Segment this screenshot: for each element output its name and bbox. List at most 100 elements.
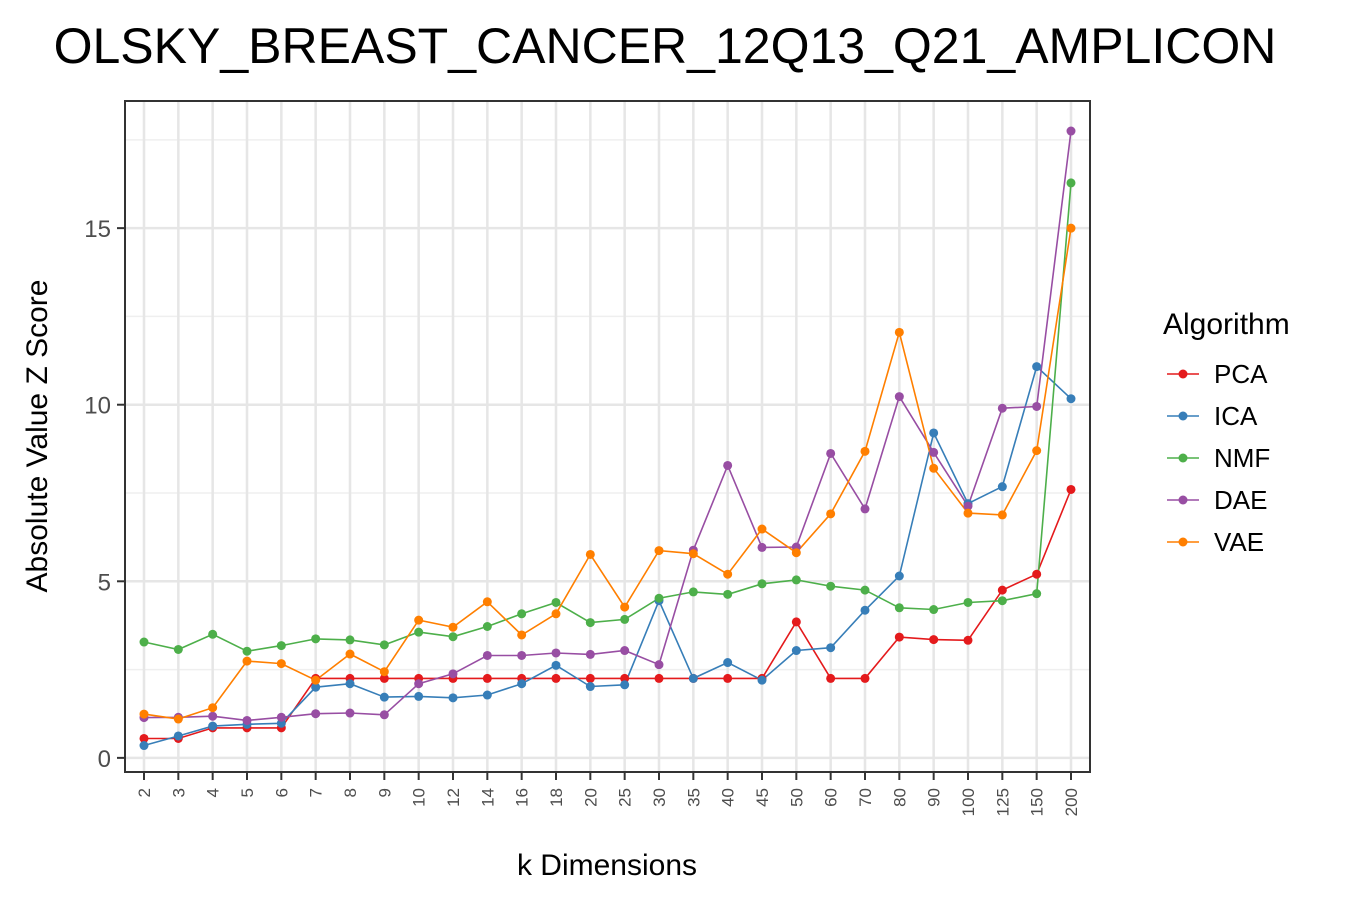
data-point-nmf: [757, 579, 767, 589]
data-point-dae: [585, 649, 595, 659]
data-point-vae: [963, 508, 973, 518]
data-point-ica: [688, 673, 698, 683]
legend-label-vae: VAE: [1214, 527, 1264, 557]
chart-title: OLSKY_BREAST_CANCER_12Q13_Q21_AMPLICON: [54, 18, 1277, 74]
panel-border: [124, 100, 1091, 773]
legend-item-ica: ICA: [1167, 401, 1258, 431]
data-point-ica: [173, 731, 183, 741]
data-point-dae: [997, 403, 1007, 413]
x-tick-label: 80: [890, 788, 909, 807]
data-point-dae: [1066, 126, 1076, 136]
legend-key-point-dae: [1178, 495, 1188, 505]
data-point-nmf: [929, 605, 939, 615]
legend-key-point-nmf: [1178, 453, 1188, 463]
data-point-pca: [139, 733, 149, 743]
data-point-pca: [654, 673, 664, 683]
data-point-ica: [860, 605, 870, 615]
data-point-dae: [311, 709, 321, 719]
data-point-dae: [208, 711, 218, 721]
data-point-pca: [997, 585, 1007, 595]
x-tick-label: 5: [238, 788, 257, 797]
series-line-dae: [143, 130, 1072, 722]
data-point-nmf: [997, 596, 1007, 606]
x-tick-label: 10: [410, 788, 429, 807]
data-point-nmf: [551, 597, 561, 607]
x-tick-label: 6: [272, 788, 291, 797]
x-tick-label: 9: [375, 788, 394, 797]
data-point-pca: [791, 617, 801, 627]
data-point-ica: [826, 643, 836, 653]
data-point-vae: [929, 463, 939, 473]
data-point-vae: [654, 546, 664, 556]
legend-label-pca: PCA: [1214, 359, 1268, 389]
data-point-vae: [379, 667, 389, 677]
series-line-nmf: [143, 182, 1072, 653]
x-tick-label: 25: [616, 788, 635, 807]
data-point-dae: [276, 712, 286, 722]
data-point-dae: [517, 650, 527, 660]
legend-key-point-ica: [1178, 411, 1188, 421]
data-point-nmf: [379, 640, 389, 650]
data-point-nmf: [345, 635, 355, 645]
x-tick-label: 16: [513, 788, 532, 807]
data-point-ica: [208, 721, 218, 731]
data-point-vae: [826, 509, 836, 519]
data-point-ica: [620, 680, 630, 690]
x-tick-label: 12: [444, 788, 463, 807]
data-point-vae: [517, 630, 527, 640]
x-tick-label: 200: [1062, 788, 1081, 816]
data-point-dae: [654, 660, 664, 670]
data-point-dae: [345, 708, 355, 718]
legend-key-point-pca: [1178, 369, 1188, 379]
data-point-ica: [894, 571, 904, 581]
data-point-nmf: [173, 644, 183, 654]
y-tick-label: 10: [84, 393, 111, 420]
series-line-pca: [144, 489, 1072, 740]
data-point-nmf: [585, 618, 595, 628]
legend-label-dae: DAE: [1214, 485, 1267, 515]
data-point-dae: [1032, 401, 1042, 411]
data-point-nmf: [448, 632, 458, 642]
data-point-vae: [448, 622, 458, 632]
x-tick-label: 30: [650, 788, 669, 807]
data-point-vae: [276, 659, 286, 669]
data-point-vae: [1032, 446, 1042, 456]
data-point-vae: [688, 549, 698, 559]
data-point-ica: [379, 692, 389, 702]
data-point-nmf: [242, 646, 252, 656]
data-point-nmf: [688, 587, 698, 597]
data-point-ica: [448, 693, 458, 703]
data-point-vae: [620, 602, 630, 612]
data-point-ica: [723, 658, 733, 668]
x-tick-label: 7: [307, 788, 326, 797]
data-point-dae: [620, 646, 630, 656]
data-point-ica: [929, 428, 939, 438]
y-tick-label: 0: [98, 746, 111, 773]
y-tick-label: 15: [84, 216, 111, 243]
data-point-nmf: [791, 575, 801, 585]
data-point-dae: [757, 542, 767, 552]
data-point-vae: [173, 714, 183, 724]
data-point-nmf: [208, 629, 218, 639]
data-point-vae: [894, 327, 904, 337]
x-axis: 2 3 4 5 6 7 8 9 10 12 14 16 18 20 25 30 35 40 45 50 60 70 80 90…: [135, 772, 1081, 816]
data-point-vae: [139, 709, 149, 719]
data-point-nmf: [826, 581, 836, 591]
data-point-ica: [517, 679, 527, 689]
legend-item-nmf: NMF: [1167, 443, 1270, 473]
data-point-ica: [551, 660, 561, 670]
data-point-ica: [997, 482, 1007, 492]
x-tick-label: 18: [547, 788, 566, 807]
data-point-pca: [482, 673, 492, 683]
legend-key-point-vae: [1178, 537, 1188, 547]
data-point-pca: [620, 673, 630, 683]
data-point-vae: [860, 446, 870, 456]
data-point-ica: [1066, 394, 1076, 404]
legend-label-ica: ICA: [1214, 401, 1258, 431]
legend-label-nmf: NMF: [1214, 443, 1270, 473]
data-point-dae: [860, 504, 870, 514]
data-point-pca: [551, 673, 561, 683]
data-point-dae: [963, 501, 973, 511]
data-point-nmf: [723, 589, 733, 599]
x-tick-label: 40: [719, 788, 738, 807]
